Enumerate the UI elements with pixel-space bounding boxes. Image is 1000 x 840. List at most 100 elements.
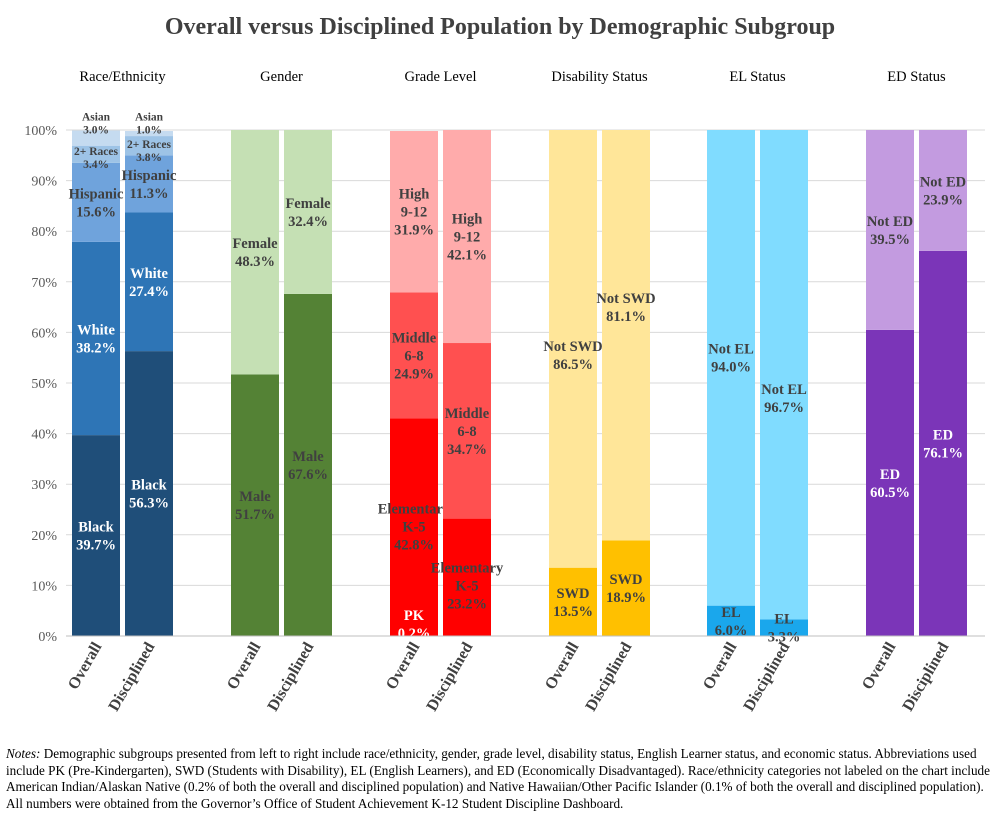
data-label: Elementary K-5 23.2% — [431, 560, 504, 612]
y-tick-label: 40% — [31, 428, 57, 443]
y-tick-label: 70% — [31, 276, 57, 291]
data-label: White 27.4% — [129, 266, 169, 300]
data-label: Female 48.3% — [232, 236, 278, 270]
data-label: Not ED 39.5% — [867, 214, 913, 248]
data-label-line: PK — [404, 608, 425, 624]
data-label-line: 9-12 — [454, 230, 481, 246]
bar-segment — [390, 418, 438, 635]
data-label-line: 3.8% — [136, 152, 162, 164]
data-label: Middle 6-8 34.7% — [445, 406, 490, 458]
data-label-line: 2+ Races — [74, 146, 118, 158]
data-label-line: Middle — [392, 330, 437, 346]
data-label-line: EL — [721, 605, 741, 621]
data-label-line: 34.7% — [447, 442, 487, 458]
data-label-line: Female — [285, 196, 331, 212]
data-label-line: 48.3% — [235, 254, 275, 270]
bar-segment — [284, 130, 332, 294]
bar-segment — [125, 155, 173, 213]
data-label: Not ED 23.9% — [920, 174, 966, 208]
bar-segment — [125, 212, 173, 352]
bar-segment — [72, 145, 120, 163]
bar-segment — [866, 130, 914, 330]
bar-segment — [549, 130, 597, 568]
data-label-line: High — [399, 187, 430, 203]
data-label-line: 42.8% — [394, 538, 434, 554]
bar-segment — [390, 131, 438, 293]
bar-segment — [760, 130, 808, 620]
group-header: EL Status — [729, 69, 786, 85]
data-label-line: 23.2% — [447, 596, 487, 612]
data-label-line: EL — [774, 612, 794, 628]
data-label-line: 18.9% — [606, 590, 646, 606]
data-label-line: ED — [880, 467, 900, 483]
data-label: 2+ Races 3.4% — [74, 146, 118, 171]
data-label: Female 32.4% — [285, 196, 331, 230]
data-label-line: 67.6% — [288, 467, 328, 483]
data-label-line: Asian — [82, 112, 111, 124]
category-label: Disciplined — [900, 639, 953, 714]
data-label: Not EL 94.0% — [708, 342, 754, 376]
y-tick-label: 90% — [31, 175, 57, 190]
data-label: Asian 3.0% — [82, 112, 111, 137]
bar-segment — [125, 131, 173, 137]
data-label-line: 6-8 — [404, 348, 423, 364]
y-tick-label: 100% — [24, 124, 57, 139]
bar-segment — [919, 250, 967, 636]
data-label-line: 23.9% — [923, 192, 963, 208]
y-tick-label: 80% — [31, 225, 57, 240]
data-label-line: 13.5% — [553, 604, 593, 620]
bar-segment — [284, 293, 332, 636]
category-label: Overall — [383, 639, 424, 693]
data-label: White 38.2% — [76, 322, 116, 356]
bar-segment — [549, 567, 597, 636]
bar-segment — [72, 162, 120, 242]
data-label-line: 11.3% — [129, 186, 168, 202]
data-label: Not SWD 86.5% — [543, 339, 602, 373]
y-tick-label: 10% — [31, 579, 57, 594]
data-label: Middle 6-8 24.9% — [392, 330, 437, 382]
category-label: Overall — [700, 639, 741, 693]
data-label-line: 39.5% — [870, 232, 910, 248]
data-label-line: 38.2% — [76, 340, 116, 356]
data-label: Hispanic 11.3% — [122, 168, 177, 202]
data-label: EL 3.3% — [768, 612, 801, 646]
notes-label: Notes: — [6, 746, 41, 761]
data-label: 2+ Races 3.8% — [127, 139, 171, 164]
bar-segment — [125, 351, 173, 636]
data-label-line: 81.1% — [606, 309, 646, 325]
data-label-line: SWD — [556, 586, 589, 602]
data-label: ED 76.1% — [923, 427, 963, 461]
data-label: SWD 18.9% — [606, 572, 646, 606]
data-label: Black 56.3% — [129, 478, 169, 512]
data-label-line: Asian — [135, 112, 164, 124]
bar-segment — [707, 130, 755, 606]
data-label: Male 51.7% — [235, 489, 275, 523]
data-label: Male 67.6% — [288, 449, 328, 483]
bar-segment — [602, 130, 650, 541]
bar-segment — [707, 605, 755, 636]
category-label: Disciplined — [265, 639, 318, 714]
data-label-line: 76.1% — [923, 445, 963, 461]
group-header: Disability Status — [551, 69, 648, 85]
bar-segment — [760, 619, 808, 636]
bar-segment — [72, 435, 120, 636]
y-tick-label: 50% — [31, 377, 57, 392]
data-label-line: White — [77, 322, 115, 338]
data-label: Not EL 96.7% — [761, 382, 807, 416]
data-label-line: High — [452, 212, 483, 228]
data-label: ED 60.5% — [870, 467, 910, 501]
data-label-line: Hispanic — [69, 186, 124, 202]
bar-segment — [125, 136, 173, 156]
data-label-line: 3.3% — [768, 630, 801, 646]
data-label: Hispanic 15.6% — [69, 186, 124, 220]
y-tick-label: 30% — [31, 478, 57, 493]
data-label-line: 3.0% — [83, 125, 109, 137]
bar-segment — [866, 329, 914, 636]
chart-title: Overall versus Disciplined Population by… — [164, 14, 836, 40]
data-label-line: Not SWD — [543, 339, 602, 355]
category-label: Disciplined — [106, 639, 159, 714]
data-label-line: Female — [232, 236, 278, 252]
data-label: Black 39.7% — [76, 520, 116, 554]
category-label: Disciplined — [424, 639, 477, 714]
